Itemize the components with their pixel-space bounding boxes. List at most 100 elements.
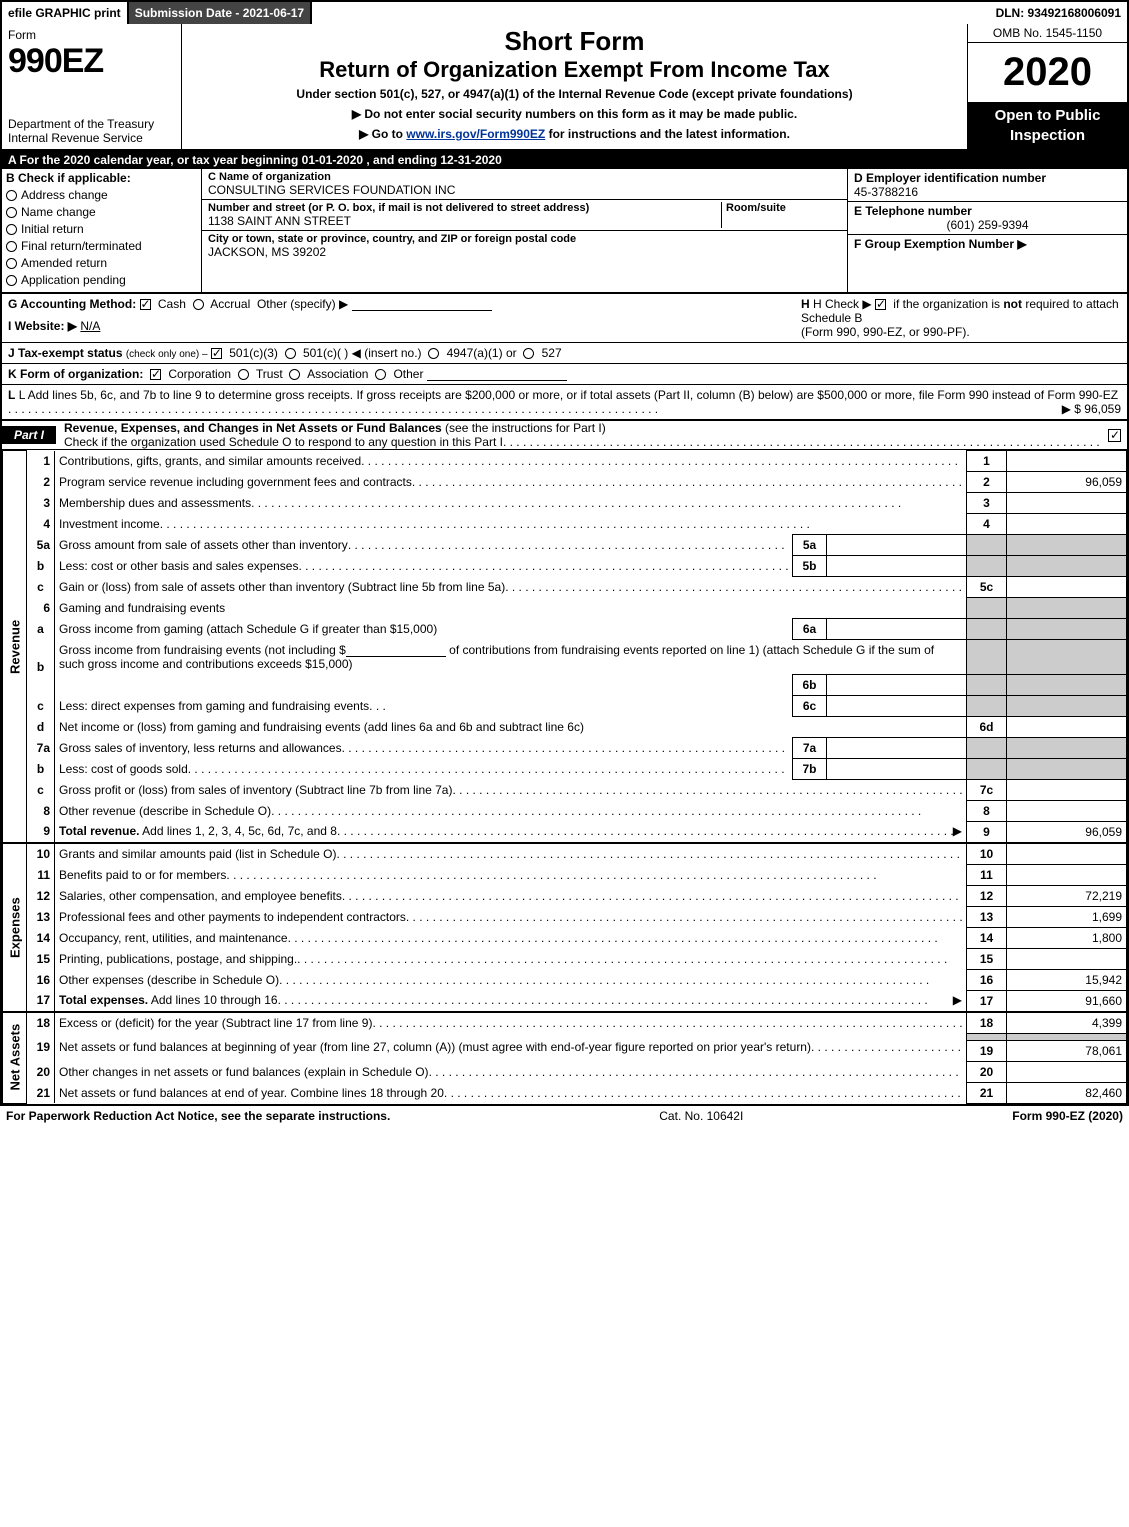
chk-final-return[interactable] (6, 241, 17, 252)
row-g-h: G Accounting Method: Cash Accrual Other … (2, 294, 1127, 343)
line-20-amount (1007, 1061, 1127, 1082)
other-org-field[interactable] (427, 367, 567, 381)
chk-accrual[interactable] (193, 299, 204, 310)
phone-value: (601) 259-9394 (854, 218, 1121, 232)
page-footer: For Paperwork Reduction Act Notice, see … (0, 1106, 1129, 1126)
header-center: Short Form Return of Organization Exempt… (182, 24, 967, 149)
section-d-e-f: D Employer identification number 45-3788… (847, 169, 1127, 292)
instructions-link-line: ▶ Go to www.irs.gov/Form990EZ for instru… (188, 127, 961, 141)
line-16-amount: 15,942 (1007, 969, 1127, 990)
line-7c-amount (1007, 779, 1127, 800)
line-18-amount: 4,399 (1007, 1012, 1127, 1034)
top-bar: efile GRAPHIC print Submission Date - 20… (2, 2, 1127, 24)
submission-date: Submission Date - 2021-06-17 (129, 2, 312, 24)
phone-label: E Telephone number (854, 204, 1121, 218)
city-label: City or town, state or province, country… (208, 233, 841, 245)
form-990ez-page: efile GRAPHIC print Submission Date - 20… (0, 0, 1129, 1106)
accounting-method-label: G Accounting Method: (8, 297, 136, 311)
line-11-amount (1007, 864, 1127, 885)
other-method-field[interactable] (352, 297, 492, 311)
chk-schedule-b[interactable] (875, 299, 886, 310)
form-number: 990EZ (8, 42, 175, 81)
line-5a-amount (827, 535, 967, 556)
line-21-amount: 82,460 (1007, 1082, 1127, 1103)
line-14-amount: 1,800 (1007, 927, 1127, 948)
form-subtitle: Under section 501(c), 527, or 4947(a)(1)… (188, 87, 961, 101)
chk-application-pending[interactable] (6, 275, 17, 286)
row-l-gross-receipts: L L Add lines 5b, 6c, and 7b to line 9 t… (2, 385, 1127, 421)
catalog-number: Cat. No. 10642I (659, 1109, 743, 1123)
efile-print-label[interactable]: efile GRAPHIC print (2, 2, 129, 24)
chk-amended-return[interactable] (6, 258, 17, 269)
chk-501c3[interactable] (211, 348, 222, 359)
header-right: OMB No. 1545-1150 2020 Open to Public In… (967, 24, 1127, 149)
paperwork-notice: For Paperwork Reduction Act Notice, see … (6, 1109, 390, 1123)
chk-527[interactable] (523, 348, 534, 359)
form-reference: Form 990-EZ (2020) (1012, 1109, 1123, 1123)
form-label: Form (8, 28, 175, 42)
irs-link[interactable]: www.irs.gov/Form990EZ (406, 127, 545, 141)
line-6d-amount (1007, 716, 1127, 737)
section-b-checkboxes: B Check if applicable: Address change Na… (2, 169, 202, 292)
group-exemption-label: F Group Exemption Number ▶ (854, 237, 1027, 251)
net-assets-section-label: Net Assets (3, 1012, 27, 1104)
line-19-amount: 78,061 (1007, 1040, 1127, 1061)
chk-schedule-o-part-i[interactable] (1108, 429, 1121, 442)
chk-501c[interactable] (285, 348, 296, 359)
row-k-form-of-org: K Form of organization: Corporation Trus… (2, 364, 1127, 385)
line-15-amount (1007, 948, 1127, 969)
part-i-table: Revenue 1 Contributions, gifts, grants, … (2, 450, 1127, 1104)
section-b-label: B Check if applicable: (6, 171, 197, 185)
form-title-main: Return of Organization Exempt From Incom… (188, 57, 961, 83)
part-i-header: Part I Revenue, Expenses, and Changes in… (2, 421, 1127, 450)
line-8-amount (1007, 800, 1127, 821)
line-6c-amount (827, 695, 967, 716)
line-17-amount: 91,660 (1007, 990, 1127, 1012)
website-value: N/A (80, 319, 100, 333)
chk-association[interactable] (289, 369, 300, 380)
ssn-warning: ▶ Do not enter social security numbers o… (188, 107, 961, 121)
chk-initial-return[interactable] (6, 224, 17, 235)
line-7b-amount (827, 758, 967, 779)
org-name-label: C Name of organization (208, 171, 841, 183)
gross-receipts-amount: 96,059 (1084, 402, 1121, 416)
line-5b-amount (827, 556, 967, 577)
chk-other-org[interactable] (375, 369, 386, 380)
website-label: I Website: ▶ (8, 319, 77, 333)
header-left: Form 990EZ Department of the Treasury In… (2, 24, 182, 149)
line-3-amount (1007, 493, 1127, 514)
line-13-amount: 1,699 (1007, 906, 1127, 927)
entity-info-block: B Check if applicable: Address change Na… (2, 169, 1127, 294)
line-1-amount (1007, 451, 1127, 472)
line-6b-contrib-field[interactable] (346, 643, 446, 657)
section-h: H H Check ▶ if the organization is not r… (801, 297, 1121, 339)
line-6a-amount (827, 618, 967, 639)
line-12-amount: 72,219 (1007, 885, 1127, 906)
chk-name-change[interactable] (6, 207, 17, 218)
chk-4947a1[interactable] (428, 348, 439, 359)
line-4-amount (1007, 514, 1127, 535)
expenses-section-label: Expenses (3, 843, 27, 1012)
row-j-tax-exempt: J Tax-exempt status (check only one) – 5… (2, 343, 1127, 364)
street-address: 1138 SAINT ANN STREET (208, 214, 721, 228)
address-label: Number and street (or P. O. box, if mail… (208, 202, 721, 214)
open-to-public: Open to Public Inspection (968, 102, 1127, 149)
line-9-amount: 96,059 (1007, 821, 1127, 843)
form-header: Form 990EZ Department of the Treasury In… (2, 24, 1127, 151)
room-suite-label: Room/suite (726, 202, 841, 214)
chk-trust[interactable] (238, 369, 249, 380)
line-6b-amount (827, 674, 967, 695)
chk-address-change[interactable] (6, 190, 17, 201)
department-label: Department of the Treasury Internal Reve… (8, 117, 175, 145)
part-i-tab: Part I (2, 426, 56, 444)
line-2-amount: 96,059 (1007, 472, 1127, 493)
form-title-short: Short Form (188, 26, 961, 57)
chk-corporation[interactable] (150, 369, 161, 380)
city-state-zip: JACKSON, MS 39202 (208, 245, 841, 259)
org-name: CONSULTING SERVICES FOUNDATION INC (208, 183, 841, 197)
section-c-org-info: C Name of organization CONSULTING SERVIC… (202, 169, 847, 292)
omb-number: OMB No. 1545-1150 (968, 24, 1127, 43)
line-5c-amount (1007, 577, 1127, 598)
tax-period: A For the 2020 calendar year, or tax yea… (2, 151, 1127, 169)
chk-cash[interactable] (140, 299, 151, 310)
